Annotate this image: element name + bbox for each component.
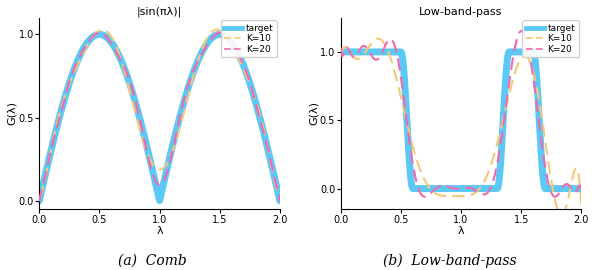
- K=10: [153, 167, 160, 170]
- K=20: [277, 200, 284, 203]
- target: [527, 50, 534, 53]
- Line: K=20: K=20: [341, 31, 581, 197]
- target: [48, 147, 55, 150]
- K=20: [421, 195, 429, 198]
- Y-axis label: G(λ): G(λ): [7, 102, 17, 126]
- K=10: [349, 55, 356, 58]
- K=20: [527, 58, 534, 61]
- K=20: [454, 187, 461, 190]
- target: [225, 38, 232, 41]
- X-axis label: λ: λ: [156, 226, 163, 236]
- K=20: [96, 31, 103, 35]
- target: [571, 187, 578, 190]
- target: [96, 33, 103, 36]
- target: [571, 187, 578, 190]
- target: [337, 50, 344, 53]
- K=10: [99, 28, 106, 31]
- K=20: [337, 46, 344, 49]
- Text: (a)  Comb: (a) Comb: [117, 254, 187, 268]
- K=20: [147, 163, 154, 167]
- target: [454, 187, 461, 190]
- X-axis label: λ: λ: [458, 226, 464, 236]
- target: [578, 187, 585, 190]
- K=20: [571, 191, 578, 194]
- K=20: [448, 186, 455, 190]
- K=20: [349, 55, 356, 58]
- Title: Low-band-pass: Low-band-pass: [420, 7, 503, 17]
- Line: K=20: K=20: [39, 33, 280, 202]
- Line: target: target: [341, 52, 581, 189]
- Line: target: target: [39, 34, 280, 201]
- target: [409, 187, 417, 190]
- target: [36, 199, 43, 202]
- target: [147, 158, 154, 161]
- K=20: [518, 29, 525, 32]
- K=10: [36, 196, 43, 200]
- K=10: [454, 194, 461, 198]
- K=10: [558, 214, 565, 217]
- K=10: [375, 37, 382, 40]
- K=20: [48, 146, 55, 149]
- K=10: [527, 61, 534, 64]
- target: [269, 170, 277, 173]
- Title: |sin(πλ)|: |sin(πλ)|: [137, 7, 182, 18]
- K=10: [269, 172, 277, 175]
- K=10: [571, 169, 578, 172]
- Text: (b)  Low-band-pass: (b) Low-band-pass: [383, 253, 517, 268]
- target: [448, 187, 455, 190]
- Legend: target, K=10, K=20: target, K=10, K=20: [522, 21, 579, 57]
- K=10: [269, 171, 277, 175]
- target: [349, 50, 356, 53]
- K=10: [225, 39, 232, 42]
- target: [153, 185, 160, 188]
- target: [269, 169, 277, 172]
- K=20: [36, 200, 43, 203]
- K=20: [269, 170, 277, 173]
- K=10: [277, 196, 284, 200]
- K=10: [147, 158, 154, 161]
- K=10: [337, 55, 344, 58]
- K=20: [225, 38, 232, 41]
- K=20: [571, 191, 578, 194]
- Y-axis label: G(λ): G(λ): [308, 102, 318, 126]
- Legend: target, K=10, K=20: target, K=10, K=20: [221, 21, 277, 57]
- K=10: [448, 194, 455, 198]
- K=20: [269, 170, 277, 173]
- target: [277, 199, 284, 202]
- K=20: [578, 190, 585, 193]
- Line: K=10: K=10: [341, 39, 581, 215]
- K=10: [571, 169, 578, 172]
- Line: K=10: K=10: [39, 30, 280, 198]
- K=20: [153, 181, 160, 184]
- K=10: [578, 206, 585, 209]
- K=10: [48, 146, 55, 149]
